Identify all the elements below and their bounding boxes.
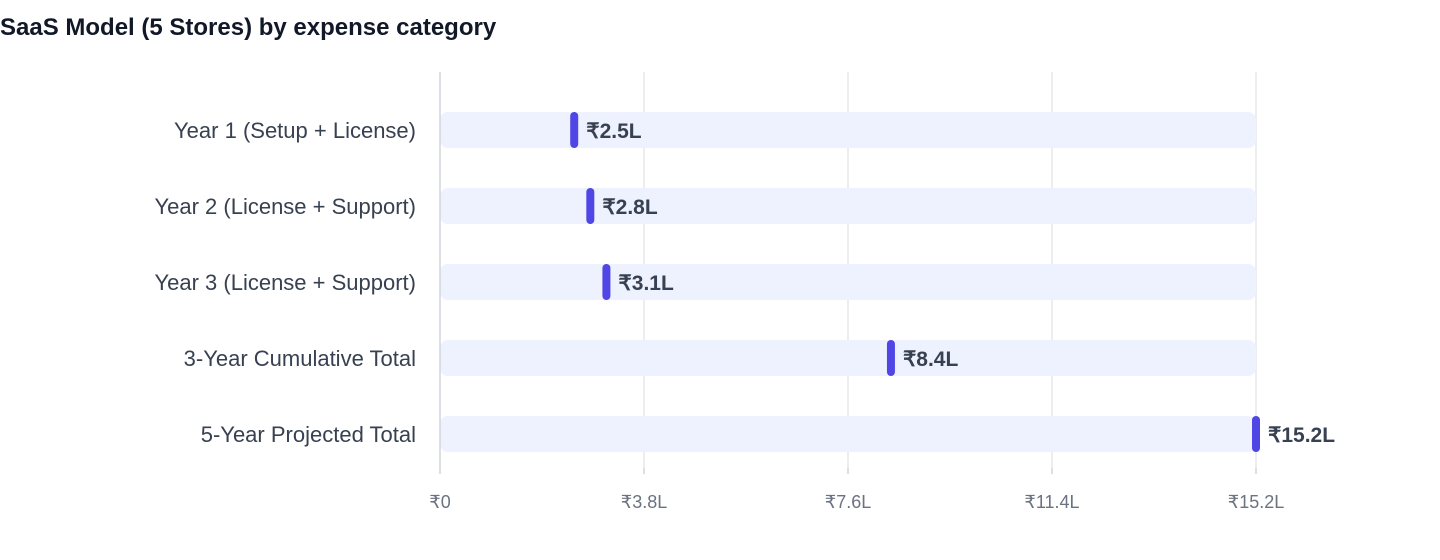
category-label: Year 3 (License + Support) [154, 270, 416, 295]
chart-title: SaaS Model (5 Stores) by expense categor… [0, 14, 497, 41]
value-marker[interactable] [886, 340, 895, 376]
x-tick-label: ₹3.8L [621, 492, 668, 512]
bar-track [440, 112, 1256, 148]
x-tick-label: ₹7.6L [825, 492, 872, 512]
x-tick-label: ₹0 [429, 492, 450, 512]
value-label: ₹2.5L [586, 120, 642, 143]
category-label: 5-Year Projected Total [201, 422, 416, 447]
value-label: ₹3.1L [618, 272, 674, 295]
category-label: Year 2 (License + Support) [154, 194, 416, 219]
value-marker[interactable] [602, 264, 611, 300]
x-tick-label: ₹15.2L [1228, 492, 1285, 512]
bar-track [440, 416, 1256, 452]
category-label: Year 1 (Setup + License) [174, 118, 416, 143]
value-marker[interactable] [570, 112, 579, 148]
bar-track [440, 264, 1256, 300]
value-marker[interactable] [1252, 416, 1260, 452]
bar-track [440, 340, 1256, 376]
category-label: 3-Year Cumulative Total [184, 346, 416, 371]
value-label: ₹8.4L [903, 348, 959, 371]
x-tick-label: ₹11.4L [1024, 492, 1079, 512]
bar-track [440, 188, 1256, 224]
value-label: ₹15.2L [1268, 424, 1335, 447]
value-label: ₹2.8L [602, 196, 658, 219]
value-marker[interactable] [586, 188, 595, 224]
